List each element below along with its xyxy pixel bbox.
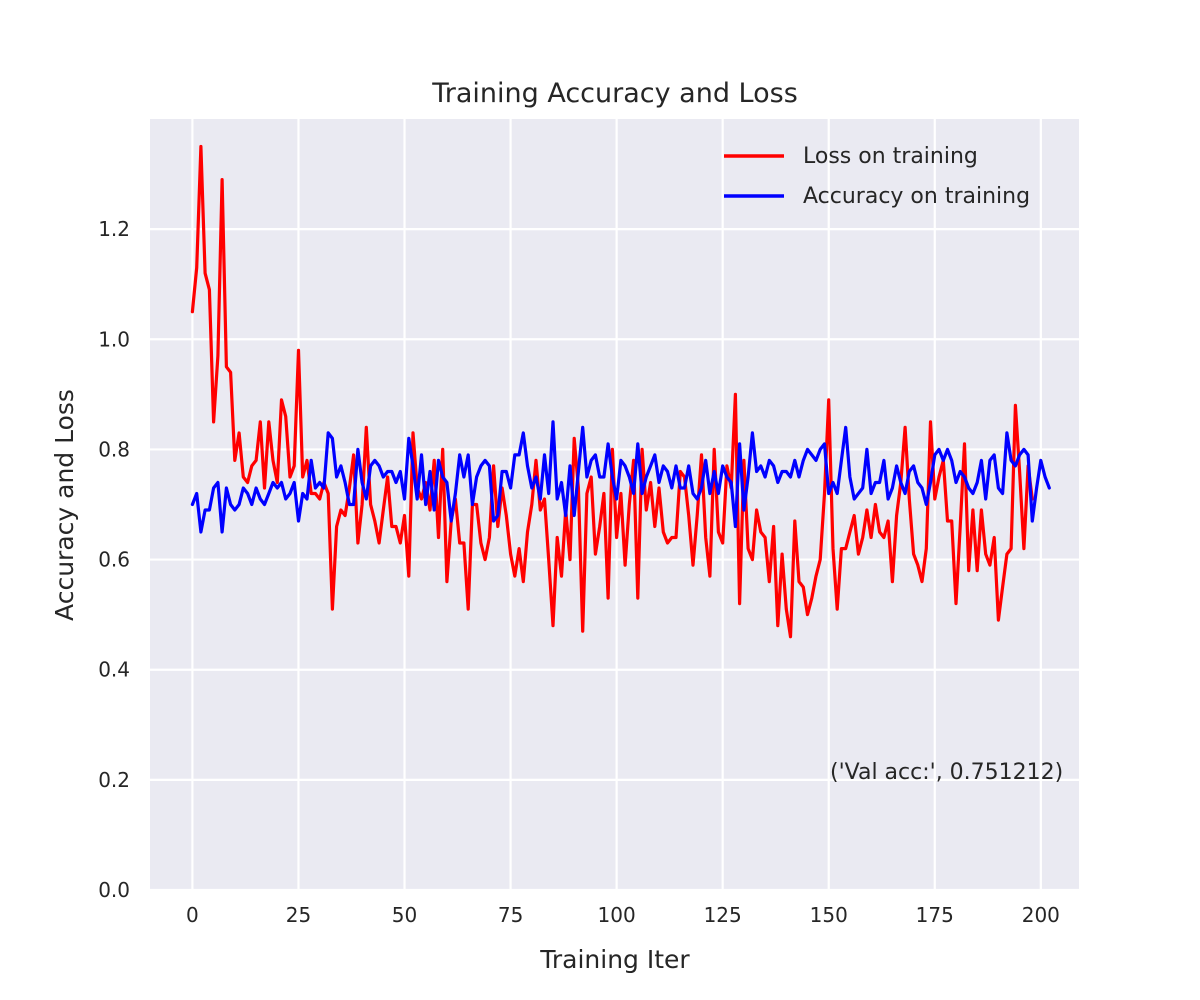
series-group bbox=[190, 144, 1051, 639]
chart-title: Training Accuracy and Loss bbox=[431, 78, 798, 109]
y-tick-label: 0.0 bbox=[98, 878, 130, 902]
y-axis-title: Accuracy and Loss bbox=[50, 389, 79, 621]
y-tick-label: 1.0 bbox=[98, 327, 130, 351]
x-tick-label: 50 bbox=[392, 903, 417, 927]
x-tick-label: 25 bbox=[286, 903, 311, 927]
y-tick-label: 0.2 bbox=[98, 768, 130, 792]
x-tick-label: 75 bbox=[498, 903, 523, 927]
loss-series-line bbox=[190, 144, 1034, 639]
x-tick-label: 150 bbox=[810, 903, 848, 927]
x-tick-label: 125 bbox=[704, 903, 742, 927]
grid bbox=[150, 119, 1079, 892]
y-tick-label: 0.8 bbox=[98, 437, 130, 461]
y-tick-label: 0.6 bbox=[98, 548, 130, 572]
tick-labels: 0 25 50 75 100 125 150 175 200 0.0 0.2 0.4 0.6 0.8 1.0… bbox=[98, 217, 1060, 927]
legend: Loss on training Accuracy on training bbox=[724, 144, 1030, 209]
x-tick-label: 200 bbox=[1022, 903, 1060, 927]
legend-label-accuracy: Accuracy on training bbox=[803, 184, 1030, 209]
legend-label-loss: Loss on training bbox=[803, 144, 978, 169]
x-axis-title: Training Iter bbox=[539, 945, 690, 974]
x-tick-label: 175 bbox=[916, 903, 954, 927]
x-tick-label: 100 bbox=[598, 903, 636, 927]
accuracy-series-line bbox=[190, 420, 1051, 534]
y-tick-label: 1.2 bbox=[98, 217, 130, 241]
y-tick-label: 0.4 bbox=[98, 658, 130, 682]
x-tick-label: 0 bbox=[186, 903, 199, 927]
val-acc-annotation: ('Val acc:', 0.751212) bbox=[830, 760, 1063, 785]
